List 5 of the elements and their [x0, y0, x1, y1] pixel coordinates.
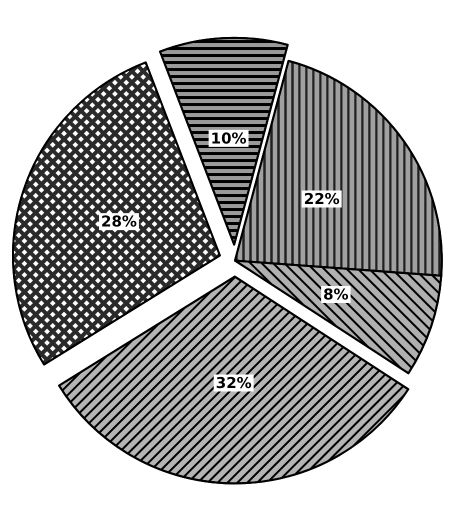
data-label: 8% — [323, 286, 349, 304]
data-label: 10% — [210, 129, 247, 148]
data-label: 32% — [216, 374, 252, 392]
data-label: 28% — [101, 212, 137, 231]
data-label: 22% — [304, 190, 340, 208]
